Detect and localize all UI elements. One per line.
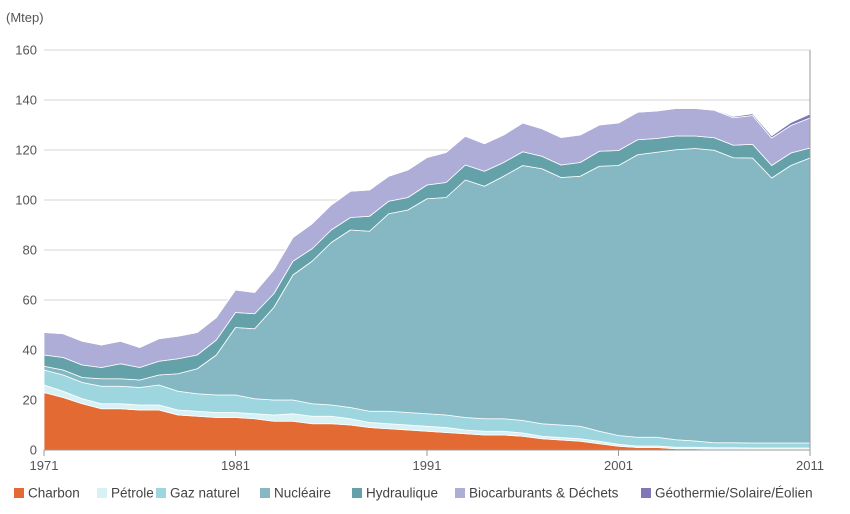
y-tick-label: 140: [15, 93, 37, 108]
legend-label: Gaz naturel: [170, 486, 240, 501]
x-tick-label: 2001: [604, 458, 633, 473]
legend-label: Pétrole: [111, 486, 154, 501]
y-tick-label: 20: [23, 393, 37, 408]
x-tick-label: 1971: [30, 458, 59, 473]
legend-swatch: [455, 488, 465, 498]
legend-swatch: [641, 488, 651, 498]
legend-label: Géothermie/Solaire/Éolien: [655, 486, 813, 501]
legend-swatch: [156, 488, 166, 498]
legend-swatch: [352, 488, 362, 498]
axes: [43, 50, 811, 456]
legend-swatch: [97, 488, 107, 498]
legend-label: Charbon: [28, 486, 80, 501]
y-tick-label: 100: [15, 193, 37, 208]
y-tick-label: 160: [15, 43, 37, 58]
legend-label: Nucléaire: [274, 486, 331, 501]
x-tick-label: 2011: [796, 458, 824, 473]
x-tick-labels: 1971 1981 1991 2001 2011: [30, 458, 824, 473]
y-tick-label: 80: [23, 243, 37, 258]
x-tick-label: 1991: [413, 458, 442, 473]
y-tick-labels: 0 20 40 60 80 100 120 140 160: [15, 43, 37, 458]
legend: Charbon Pétrole Gaz naturel Nucléaire Hydrau…: [14, 486, 813, 501]
legend-swatch: [14, 488, 24, 498]
legend-label: Hydraulique: [366, 486, 438, 501]
y-tick-label: 0: [30, 443, 37, 458]
y-tick-label: 40: [23, 343, 37, 358]
legend-label: Biocarburants & Déchets: [469, 486, 619, 501]
y-tick-label: 60: [23, 293, 37, 308]
x-tick-label: 1981: [221, 458, 250, 473]
unit-label: (Mtep): [6, 10, 44, 25]
y-tick-label: 120: [15, 143, 37, 158]
legend-swatch: [260, 488, 270, 498]
area-series: [43, 107, 811, 451]
